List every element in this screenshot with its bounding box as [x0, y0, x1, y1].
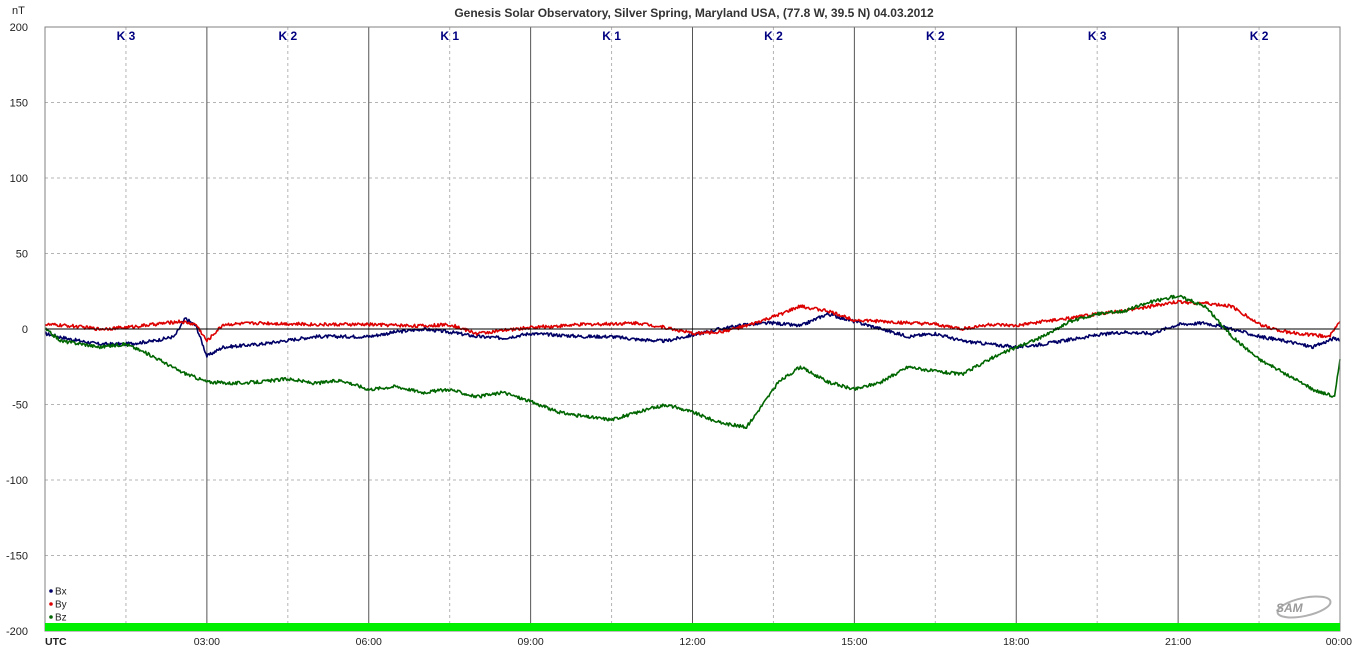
y-tick-label: 150 [10, 98, 28, 110]
sam-logo: SAM [1276, 595, 1332, 619]
legend-marker [49, 589, 53, 593]
k-index-label: K 3 [1088, 29, 1107, 43]
x-tick-label: 03:00 [194, 636, 220, 648]
k-index-label: K 2 [1250, 29, 1269, 43]
x-tick-label: 15:00 [841, 636, 867, 648]
k-index-label: K 1 [602, 29, 621, 43]
k-index-label: K 1 [440, 29, 459, 43]
x-axis-unit-label: UTC [45, 636, 67, 648]
k-index-label: K 2 [764, 29, 783, 43]
k-index-labels: K 3 K 2 K 1 K 1 K 2 K 2 K 3 K 2 [117, 29, 1269, 43]
x-tick-label: 00:00 [1326, 636, 1352, 648]
status-bar [45, 623, 1340, 631]
y-tick-label: -150 [6, 551, 28, 563]
x-axis-ticks: 03:00 06:00 09:00 12:00 15:00 18:00 21:00 00:00 [194, 636, 1352, 648]
y-tick-label: 0 [22, 324, 28, 336]
x-tick-label: 18:00 [1003, 636, 1029, 648]
legend-label: Bx [55, 587, 67, 598]
k-index-label: K 2 [278, 29, 297, 43]
legend-marker [49, 602, 53, 606]
y-tick-label: -200 [6, 626, 28, 638]
svg-text:SAM: SAM [1276, 601, 1304, 615]
y-tick-label: -50 [12, 400, 28, 412]
k-index-label: K 3 [117, 29, 136, 43]
y-tick-label: 50 [16, 249, 28, 261]
legend-label: Bz [55, 613, 67, 624]
legend-marker [49, 615, 53, 619]
y-axis-ticks: 200 150 100 50 0 -50 -100 -150 -200 [6, 22, 28, 638]
y-tick-label: -100 [6, 475, 28, 487]
x-tick-label: 12:00 [679, 636, 705, 648]
series-line-bz [44, 294, 1341, 430]
k-index-label: K 2 [926, 29, 945, 43]
y-tick-label: 200 [10, 22, 28, 34]
y-axis-unit-label: nT [12, 5, 25, 17]
chart-title: Genesis Solar Observatory, Silver Spring… [454, 6, 934, 20]
legend: Bx By Bz [49, 587, 67, 624]
x-tick-label: 09:00 [517, 636, 543, 648]
series-lines [44, 294, 1341, 430]
x-tick-label: 21:00 [1165, 636, 1191, 648]
x-tick-label: 06:00 [356, 636, 382, 648]
y-tick-label: 100 [10, 173, 28, 185]
legend-label: By [55, 600, 67, 611]
